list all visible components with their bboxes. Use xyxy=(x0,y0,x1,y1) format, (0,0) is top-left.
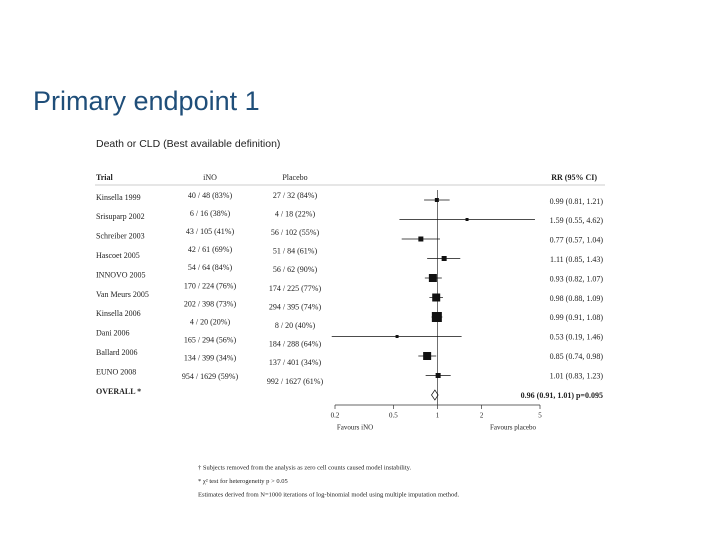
trial-name: Ballard 2006 xyxy=(96,348,138,357)
footnote: Estimates derived from N=1000 iterations… xyxy=(198,491,459,498)
point-estimate xyxy=(465,218,469,221)
ino-count: 165 / 294 (56%) xyxy=(184,336,237,345)
slide-title: Primary endpoint 1 xyxy=(33,86,260,116)
rr-label: 0.98 (0.88, 1.09) xyxy=(550,294,604,303)
placebo-count: 8 / 20 (40%) xyxy=(275,321,316,330)
ino-count: 4 / 20 (20%) xyxy=(190,318,231,327)
rr-label: 1.01 (0.83, 1.23) xyxy=(550,371,604,380)
placebo-count: 4 / 18 (22%) xyxy=(275,209,316,218)
point-estimate xyxy=(428,274,437,282)
point-estimate xyxy=(432,293,441,302)
placebo-count: 27 / 32 (84%) xyxy=(273,191,318,200)
column-header: iNO xyxy=(203,173,217,182)
overall-diamond xyxy=(431,389,439,401)
ino-count: 43 / 105 (41%) xyxy=(186,227,235,236)
ino-count: 202 / 398 (73%) xyxy=(184,299,237,308)
column-header: RR (95% CI) xyxy=(551,173,597,182)
placebo-count: 137 / 401 (34%) xyxy=(269,358,322,367)
trial-name: INNOVO 2005 xyxy=(96,270,146,279)
ino-count: 54 / 64 (84%) xyxy=(188,263,233,272)
x-left-label: Favours iNO xyxy=(337,424,373,432)
ino-count: 6 / 16 (38%) xyxy=(190,209,231,218)
placebo-count: 56 / 102 (55%) xyxy=(271,228,320,237)
ino-count: 954 / 1629 (59%) xyxy=(182,372,239,381)
x-tick-label: 2 xyxy=(480,412,484,420)
rr-label: 0.53 (0.19, 1.46) xyxy=(550,333,604,342)
placebo-count: 184 / 288 (64%) xyxy=(269,340,322,349)
point-estimate xyxy=(418,236,424,242)
trial-name: Van Meurs 2005 xyxy=(96,290,149,299)
x-tick-label: 5 xyxy=(538,412,542,420)
column-header: Trial xyxy=(96,173,114,182)
trial-name: Kinsella 2006 xyxy=(96,309,141,318)
trial-name: Dani 2006 xyxy=(96,329,130,338)
placebo-count: 51 / 84 (61%) xyxy=(273,247,318,256)
placebo-count: 294 / 395 (74%) xyxy=(269,302,322,311)
point-estimate xyxy=(423,352,432,360)
rr-label: 0.93 (0.82, 1.07) xyxy=(550,274,604,283)
rr-label: 0.77 (0.57, 1.04) xyxy=(550,236,604,245)
rr-label: 0.85 (0.74, 0.98) xyxy=(550,352,604,361)
rr-label: 0.96 (0.91, 1.01) p=0.095 xyxy=(521,391,603,400)
placebo-count: 992 / 1627 (61%) xyxy=(267,377,324,386)
point-estimate xyxy=(395,335,399,338)
trial-name: Kinsella 1999 xyxy=(96,193,141,202)
subtitle: Death or CLD (Best available definition) xyxy=(96,138,280,150)
footnote: † Subjects removed from the analysis as … xyxy=(198,464,411,471)
rr-label: 0.99 (0.81, 1.21) xyxy=(550,197,604,206)
trial-name: EUNO 2008 xyxy=(96,367,136,376)
trial-name: OVERALL * xyxy=(96,387,141,396)
ino-count: 170 / 224 (76%) xyxy=(184,281,237,290)
point-estimate xyxy=(435,373,441,378)
ino-count: 134 / 399 (34%) xyxy=(184,354,237,363)
ino-count: 40 / 48 (83%) xyxy=(188,191,233,200)
placebo-count: 174 / 225 (77%) xyxy=(269,284,322,293)
trial-name: Srisuparp 2002 xyxy=(96,212,145,221)
trial-name: Schreiber 2003 xyxy=(96,232,145,241)
x-right-label: Favours placebo xyxy=(490,424,537,432)
x-tick-label: 0.5 xyxy=(389,412,398,420)
footnote: * χ² test for heterogeneity p > 0.05 xyxy=(198,478,288,485)
rr-label: 1.59 (0.55, 4.62) xyxy=(550,216,604,225)
rr-label: 0.99 (0.91, 1.08) xyxy=(550,313,604,322)
ino-count: 42 / 61 (69%) xyxy=(188,245,233,254)
x-tick-label: 1 xyxy=(436,412,440,420)
point-estimate xyxy=(441,256,447,261)
x-tick-label: 0.2 xyxy=(331,412,340,420)
column-header: Placebo xyxy=(282,173,307,182)
placebo-count: 56 / 62 (90%) xyxy=(273,265,318,274)
point-estimate xyxy=(431,312,442,322)
rr-label: 1.11 (0.85, 1.43) xyxy=(550,255,603,264)
trial-name: Hascoet 2005 xyxy=(96,251,140,260)
point-estimate xyxy=(434,198,439,202)
